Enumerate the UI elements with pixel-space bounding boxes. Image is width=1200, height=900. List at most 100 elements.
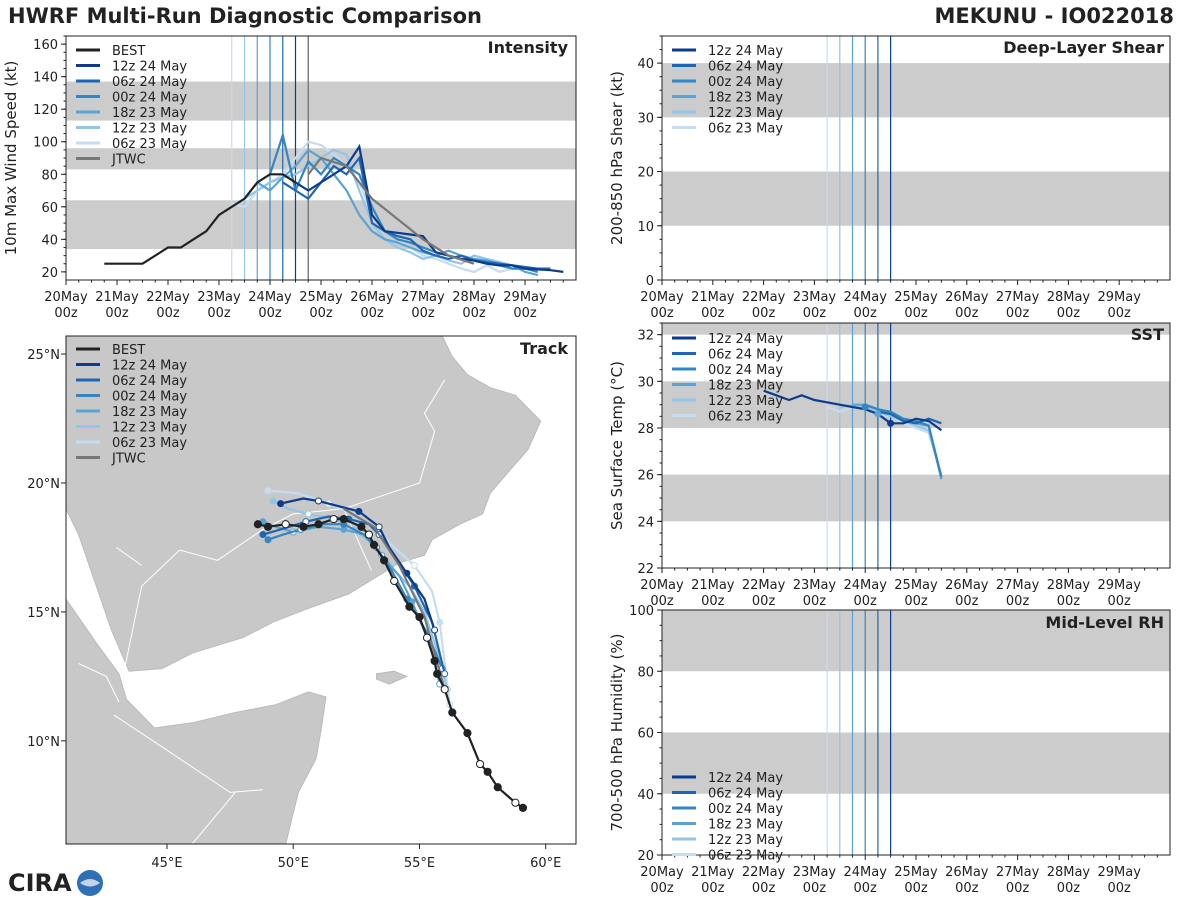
x-tick-hour-label: 00z [258,306,282,321]
legend-label: 06z 23 May [708,122,783,137]
x-tick-label: 28May [452,290,496,305]
country-border [343,379,446,510]
x-tick-hour-label: 00z [1057,594,1081,609]
lat-tick-label: 10°N [27,735,60,750]
best-track-marker [405,602,414,611]
x-tick-label: 27May [996,578,1040,593]
x-tick-label: 24May [843,290,887,305]
legend-label: 06z 23 May [708,849,783,864]
shaded-band [66,200,576,250]
x-tick-label: 22May [146,290,190,305]
series-line-12z-24-may [763,389,943,432]
x-tick-label: 28May [1047,865,1091,880]
best-track-marker [430,656,439,666]
best-track-marker [475,759,485,769]
legend-label: 06z 23 May [708,410,783,425]
x-tick-hour-label: 00z [1006,306,1030,321]
legend-label: 12z 24 May [112,359,187,374]
legend-label: 12z 24 May [708,44,783,59]
x-tick-hour-label: 00z [701,881,725,896]
x-tick-hour-label: 00z [955,594,979,609]
legend-label: JTWC [111,153,146,168]
x-tick-hour-label: 00z [1057,881,1081,896]
x-tick-hour-label: 00z [650,306,674,321]
sst-marker [861,403,869,411]
panel-title: Track [520,339,568,358]
shaded-band [662,323,1170,335]
shaded-band [662,63,1170,118]
y-axis-label: 200-850 hPa Shear (kt) [608,71,626,245]
x-tick-hour-label: 00z [752,306,776,321]
legend-label: 00z 24 May [708,363,783,378]
arabian-peninsula [66,336,542,672]
legend-label: 18z 23 May [112,405,187,420]
x-tick-hour-label: 00z [411,306,435,321]
lon-tick-label: 55°E [404,856,435,871]
track-marker [269,497,277,505]
map-layer [66,336,576,844]
legend-label: 06z 23 May [112,137,187,152]
x-tick-hour-label: 00z [1057,306,1081,321]
x-tick-label: 20May [640,290,684,305]
best-track-marker [390,576,399,586]
x-tick-label: 21May [691,290,735,305]
intensity-panel: 2040608010012014016020May00z21May00z22Ma… [2,35,577,321]
horn-of-africa [66,598,327,844]
x-tick-label: 27May [996,865,1040,880]
y-tick-label: 120 [33,103,58,118]
best-track-marker [329,514,338,524]
x-tick-hour-label: 00z [904,594,928,609]
legend-label: 06z 24 May [112,374,187,389]
y-tick-label: 32 [637,329,654,344]
shaded-band [662,474,1170,522]
lon-tick-label: 60°E [530,856,561,871]
y-tick-label: 26 [637,469,654,484]
x-tick-hour-label: 00z [854,306,878,321]
legend-label: 12z 23 May [708,394,783,409]
y-axis-label: 10m Max Wind Speed (kt) [2,61,20,256]
x-tick-hour-label: 00z [803,881,827,896]
y-tick-label: 30 [637,111,654,126]
x-tick-label: 24May [843,578,887,593]
legend-label: 00z 24 May [112,91,187,106]
x-tick-hour-label: 00z [1108,881,1132,896]
shaded-band [66,81,576,121]
cira-logo: CIRA [8,869,103,897]
x-tick-hour-label: 00z [54,306,78,321]
y-tick-label: 22 [637,562,654,577]
best-track-marker [493,783,502,792]
legend-label: 12z 24 May [708,771,783,786]
track-marker [441,670,449,678]
x-tick-hour-label: 00z [854,881,878,896]
y-tick-label: 20 [637,166,654,181]
legend-label: 12z 23 May [708,106,783,121]
best-track-marker [415,612,424,622]
lon-tick-label: 45°E [151,856,182,871]
best-track-marker [281,520,290,529]
x-tick-hour-label: 00z [1108,594,1132,609]
x-tick-label: 26May [945,290,989,305]
legend-label: 12z 24 May [112,60,187,75]
x-tick-hour-label: 00z [513,306,537,321]
legend-label: 06z 24 May [708,348,783,363]
cira-logo-text: CIRA [8,869,72,897]
best-track-marker [463,729,472,738]
x-tick-label: 23May [793,578,837,593]
best-track-marker [357,522,366,531]
legend-label: 18z 23 May [708,818,783,833]
sst-marker [874,410,882,418]
legend-label: BEST [112,343,145,358]
x-tick-label: 26May [945,865,989,880]
y-tick-label: 80 [41,168,58,183]
lat-tick-label: 20°N [27,477,60,492]
track-marker [264,487,272,495]
lat-tick-label: 25°N [27,348,60,363]
y-tick-label: 140 [33,71,58,86]
shaded-band [662,610,1170,672]
legend-label: 06z 24 May [708,787,783,802]
y-tick-label: 40 [637,57,654,72]
legend-label: 12z 23 May [112,421,187,436]
shear-panel: 01020304020May00z21May00z22May00z23May00… [608,35,1171,321]
x-tick-label: 26May [350,290,394,305]
